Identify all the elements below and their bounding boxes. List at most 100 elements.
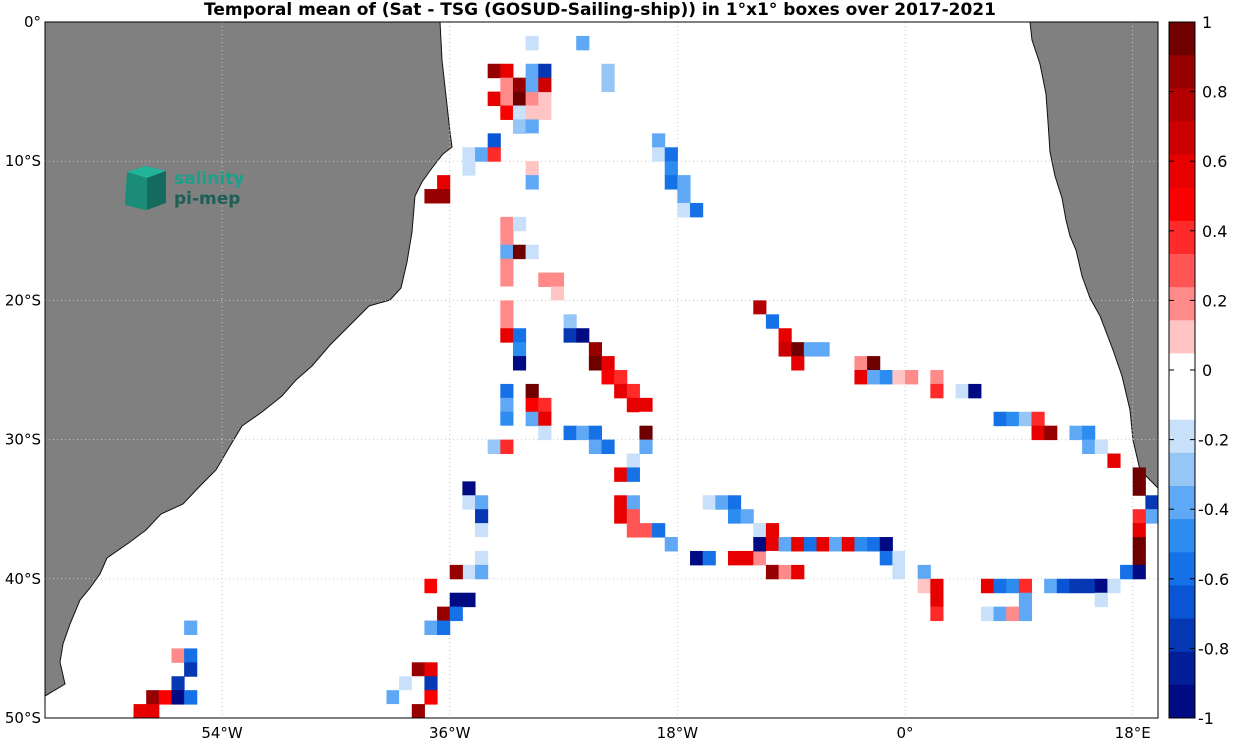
colorbar-tick-label: 0.6 xyxy=(1202,152,1227,171)
y-tick-labels: 0° 10°S 20°S 30°S 40°S 50°S xyxy=(5,13,41,727)
data-cell xyxy=(437,620,451,635)
data-cell xyxy=(576,328,590,343)
data-cell xyxy=(993,411,1007,427)
data-cell xyxy=(740,550,754,566)
data-cell xyxy=(487,439,501,455)
data-cell xyxy=(639,397,653,413)
x-tick-label: 18°E xyxy=(1115,724,1151,740)
data-cell xyxy=(512,328,527,343)
data-cell xyxy=(753,523,767,538)
logo-cube-icon xyxy=(125,166,166,210)
data-cell xyxy=(424,690,438,705)
data-cell xyxy=(500,105,514,120)
data-cell xyxy=(1082,439,1096,455)
data-cell xyxy=(1031,425,1045,441)
colorbar-segment xyxy=(1169,684,1195,719)
data-cell xyxy=(437,578,451,594)
data-cell xyxy=(449,606,463,622)
data-cell xyxy=(500,397,514,413)
data-cell xyxy=(626,397,640,413)
data-cell xyxy=(1018,606,1033,622)
salinity-pimep-logo: salinity pi-mep xyxy=(125,166,244,210)
data-cell xyxy=(955,383,969,399)
data-cell xyxy=(475,509,489,524)
data-cell xyxy=(601,370,615,385)
data-cell xyxy=(791,342,805,357)
data-cell xyxy=(753,314,767,329)
data-cell xyxy=(462,564,476,580)
data-cell xyxy=(639,411,653,427)
data-cell xyxy=(576,35,590,51)
data-cell xyxy=(424,620,438,635)
data-cell xyxy=(626,467,640,482)
data-cell xyxy=(614,370,628,385)
data-cell xyxy=(424,676,438,691)
data-cell xyxy=(778,564,792,580)
data-cell xyxy=(424,578,438,594)
data-cell xyxy=(449,592,463,608)
data-cell xyxy=(930,370,944,385)
data-cell xyxy=(525,383,539,399)
data-cell xyxy=(601,63,615,79)
data-cell xyxy=(664,147,678,162)
data-cell xyxy=(740,509,754,524)
data-cell xyxy=(1044,425,1058,441)
data-cell xyxy=(386,704,400,719)
data-cell xyxy=(892,564,906,580)
data-cell xyxy=(601,356,615,371)
data-cell xyxy=(879,370,893,385)
data-cell xyxy=(980,578,995,594)
data-cell xyxy=(791,564,805,580)
data-cell xyxy=(538,49,552,65)
data-cell xyxy=(512,105,527,120)
data-cell xyxy=(437,606,451,622)
data-cell xyxy=(525,133,539,148)
colorbar-tick-labels: 1 0.8 0.6 0.4 0.2 0 -0.2 -0.4 -0.6 -0.8 -1 xyxy=(1169,13,1229,728)
data-cell xyxy=(626,523,640,538)
data-cell xyxy=(500,244,514,260)
data-cell xyxy=(1018,592,1033,608)
data-cell xyxy=(399,676,413,691)
data-cell xyxy=(525,105,539,120)
data-cell xyxy=(905,564,919,580)
data-cell xyxy=(133,704,147,719)
data-cell xyxy=(462,481,476,496)
y-tick-label: 40°S xyxy=(5,570,41,588)
data-cell xyxy=(652,147,666,162)
data-cell xyxy=(500,77,514,93)
data-cell xyxy=(171,690,185,705)
data-cell xyxy=(1132,564,1146,580)
data-cell xyxy=(500,230,514,246)
data-cell xyxy=(867,537,881,552)
data-cell xyxy=(563,425,577,441)
colorbar-segment xyxy=(1169,88,1195,122)
data-cell xyxy=(1006,606,1020,622)
data-cell xyxy=(512,342,527,357)
data-cell xyxy=(1132,481,1146,496)
colorbar-segment xyxy=(1169,121,1195,156)
data-cell xyxy=(791,537,805,552)
data-cell xyxy=(475,523,489,538)
data-cell xyxy=(968,606,982,622)
data-cell xyxy=(892,370,906,385)
data-cell xyxy=(538,63,552,79)
colorbar-segment xyxy=(1169,320,1195,354)
data-cell xyxy=(1107,453,1121,468)
data-cell xyxy=(765,523,780,538)
y-tick-label: 20°S xyxy=(5,291,41,309)
data-cell xyxy=(411,662,425,677)
data-cell xyxy=(500,328,514,343)
colorbar-tick-label: -0.6 xyxy=(1198,570,1229,589)
data-cell xyxy=(727,509,742,524)
data-cell xyxy=(664,161,678,176)
data-cell xyxy=(146,690,160,705)
colorbar-segment xyxy=(1169,419,1195,454)
data-cell xyxy=(538,105,552,120)
data-cell xyxy=(702,495,716,510)
data-cell xyxy=(1094,439,1108,455)
colorbar-segment xyxy=(1169,154,1195,189)
data-cell xyxy=(614,509,628,524)
colorbar-segment xyxy=(1169,452,1195,487)
data-cell xyxy=(550,272,565,287)
data-cell xyxy=(475,550,489,566)
